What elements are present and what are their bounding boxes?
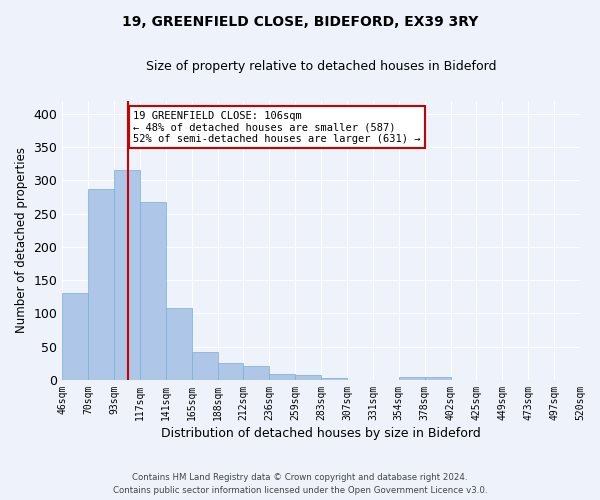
- Bar: [399, 376, 425, 380]
- Bar: [88, 189, 114, 380]
- X-axis label: Distribution of detached houses by size in Bideford: Distribution of detached houses by size …: [161, 427, 481, 440]
- Bar: [425, 376, 451, 380]
- Title: Size of property relative to detached houses in Bideford: Size of property relative to detached ho…: [146, 60, 496, 73]
- Text: Contains HM Land Registry data © Crown copyright and database right 2024.
Contai: Contains HM Land Registry data © Crown c…: [113, 473, 487, 495]
- Bar: [140, 202, 166, 380]
- Y-axis label: Number of detached properties: Number of detached properties: [15, 147, 28, 333]
- Bar: [218, 364, 244, 380]
- Bar: [192, 352, 218, 380]
- Bar: [244, 366, 269, 380]
- Text: 19 GREENFIELD CLOSE: 106sqm
← 48% of detached houses are smaller (587)
52% of se: 19 GREENFIELD CLOSE: 106sqm ← 48% of det…: [133, 110, 421, 144]
- Bar: [114, 170, 140, 380]
- Bar: [295, 376, 321, 380]
- Text: 19, GREENFIELD CLOSE, BIDEFORD, EX39 3RY: 19, GREENFIELD CLOSE, BIDEFORD, EX39 3RY: [122, 15, 478, 29]
- Bar: [166, 308, 192, 380]
- Bar: [62, 294, 88, 380]
- Bar: [269, 374, 295, 380]
- Bar: [321, 378, 347, 380]
